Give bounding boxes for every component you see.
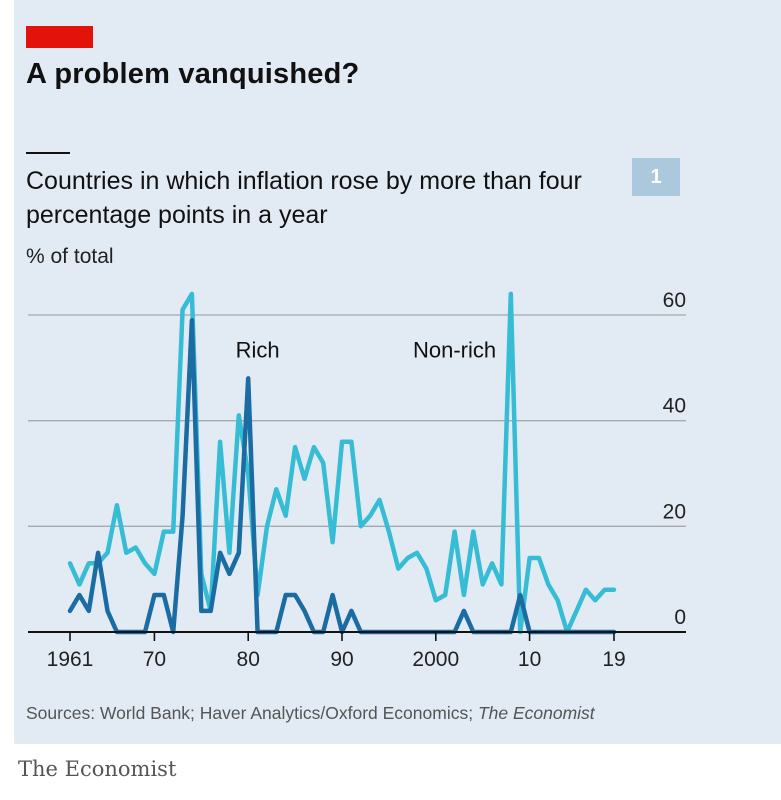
x-tick-label: 1961 <box>47 648 94 671</box>
chart-panel <box>14 0 781 744</box>
y-tick-label: 60 <box>663 289 686 312</box>
chart-number-badge: 1 <box>632 158 680 196</box>
x-tick-label: 90 <box>330 648 353 671</box>
x-axis <box>28 631 686 641</box>
y-axis-unit: % of total <box>26 245 114 268</box>
subtitle-rule <box>26 152 70 154</box>
y-tick-label: 0 <box>674 606 686 629</box>
x-tick-label: 2000 <box>412 648 459 671</box>
sources-italic: The Economist <box>477 703 595 723</box>
y-tick-label: 20 <box>663 500 686 523</box>
sources-note: Sources: World Bank; Haver Analytics/Oxf… <box>26 703 595 724</box>
x-tick-label: 19 <box>602 648 625 671</box>
x-tick-label: 10 <box>518 648 541 671</box>
series-line-non-rich <box>67 291 617 635</box>
x-tick-label: 70 <box>143 648 166 671</box>
sources-text: Sources: World Bank; Haver Analytics/Oxf… <box>26 703 474 723</box>
line-chart: 0 20 40 60 1961 70 80 90 2000 10 19 Rich Non-rich <box>28 289 686 671</box>
economist-brand: The Economist <box>18 757 177 781</box>
series-line-rich <box>67 318 617 635</box>
series-label-non-rich: Non-rich <box>413 337 496 362</box>
red-accent-tag <box>26 26 93 48</box>
chart-subtitle: Countries in which inflation rose by mor… <box>26 167 582 229</box>
series-label-rich: Rich <box>236 337 280 362</box>
series-lines <box>67 291 617 635</box>
tick-labels: 0 20 40 60 1961 70 80 90 2000 10 19 Rich Non-rich <box>47 289 686 671</box>
y-tick-label: 40 <box>663 395 686 418</box>
chart-title: A problem vanquished? <box>26 58 360 90</box>
x-tick-label: 80 <box>237 648 260 671</box>
gridlines <box>28 314 686 527</box>
